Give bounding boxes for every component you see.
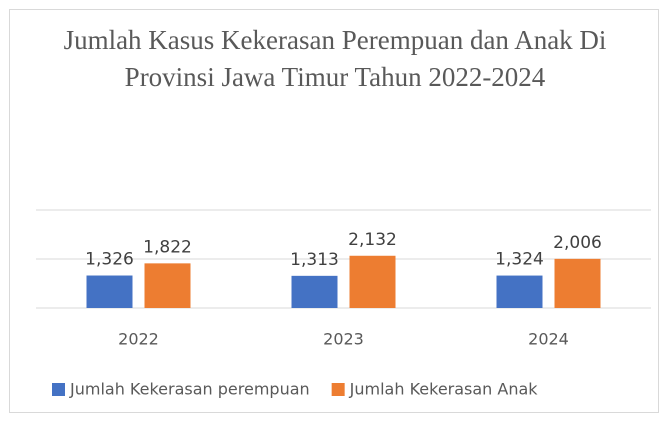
data-label: 2,006 xyxy=(553,233,602,253)
bar xyxy=(349,255,396,308)
bar xyxy=(496,275,543,308)
legend-label: Jumlah Kekerasan perempuan xyxy=(69,380,310,399)
data-label: 2,132 xyxy=(348,230,397,250)
data-label: 1,326 xyxy=(85,250,134,270)
legend-label: Jumlah Kekerasan Anak xyxy=(349,380,539,399)
bar xyxy=(144,263,191,308)
data-label: 1,324 xyxy=(495,250,544,270)
bar xyxy=(86,275,133,308)
chart-frame xyxy=(9,9,659,413)
data-label: 1,313 xyxy=(290,250,339,270)
bar xyxy=(554,258,601,308)
x-tick-label: 2023 xyxy=(323,330,364,349)
data-label: 1,822 xyxy=(143,237,192,257)
x-tick-label: 2024 xyxy=(528,330,569,349)
chart-title: Jumlah Kasus Kekerasan Perempuan dan Ana… xyxy=(63,25,607,92)
x-tick-label: 2022 xyxy=(118,330,159,349)
legend-swatch xyxy=(331,383,345,396)
legend-swatch xyxy=(52,383,65,396)
bar xyxy=(291,275,338,308)
